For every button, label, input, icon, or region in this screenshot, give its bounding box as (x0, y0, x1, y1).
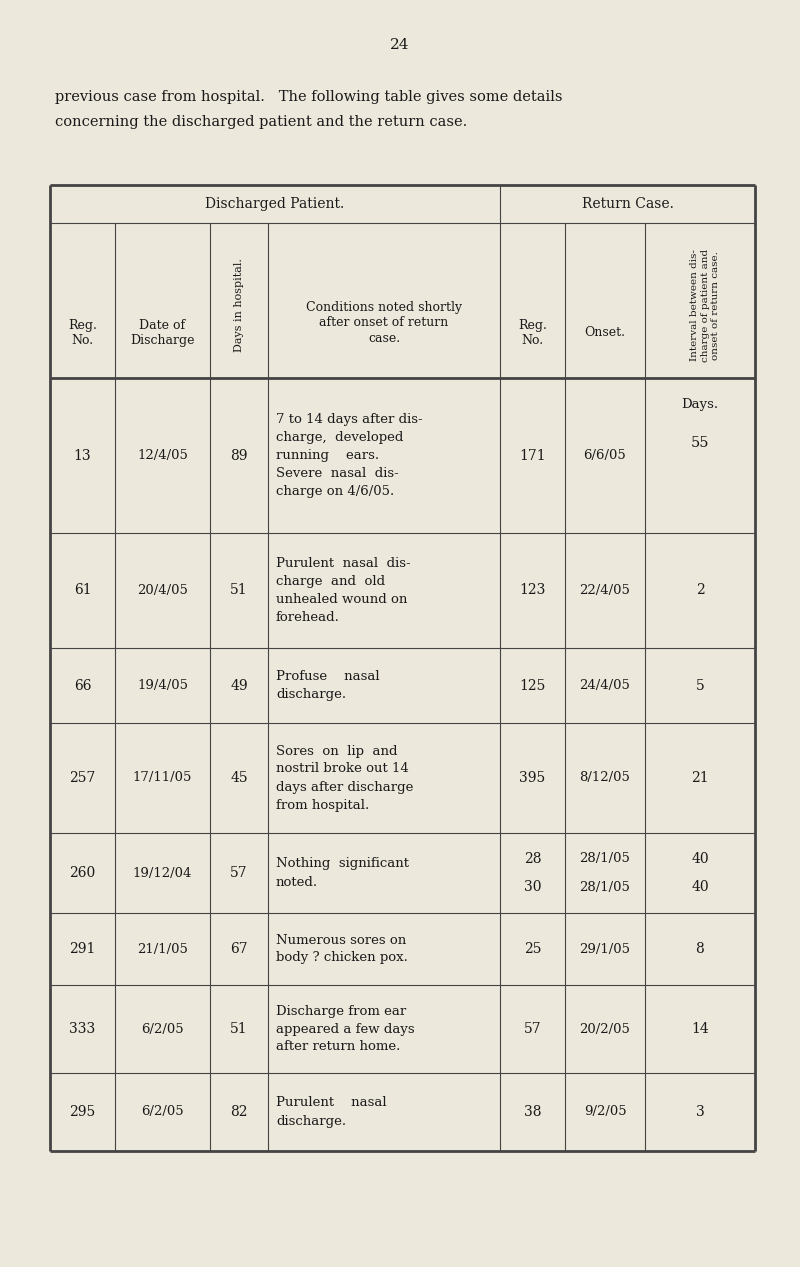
Text: 66: 66 (74, 679, 91, 693)
Text: Discharge from ear
appeared a few days
after return home.: Discharge from ear appeared a few days a… (276, 1005, 414, 1053)
Text: 51: 51 (230, 584, 248, 598)
Text: previous case from hospital.   The following table gives some details: previous case from hospital. The followi… (55, 90, 562, 104)
Text: Days.: Days. (682, 398, 718, 411)
Text: Profuse    nasal
discharge.: Profuse nasal discharge. (276, 670, 380, 701)
Text: 67: 67 (230, 941, 248, 957)
Text: Numerous sores on
body ? chicken pox.: Numerous sores on body ? chicken pox. (276, 934, 408, 964)
Text: 291: 291 (70, 941, 96, 957)
Text: 295: 295 (70, 1105, 96, 1119)
Text: Days in hospital.: Days in hospital. (234, 258, 244, 352)
Text: Date of
Discharge: Date of Discharge (130, 319, 194, 347)
Text: 61: 61 (74, 584, 91, 598)
Text: 12/4/05: 12/4/05 (137, 449, 188, 462)
Text: 21: 21 (691, 772, 709, 786)
Text: 6/2/05: 6/2/05 (141, 1106, 184, 1119)
Text: 51: 51 (230, 1022, 248, 1036)
Text: Discharged Patient.: Discharged Patient. (206, 196, 345, 212)
Text: 171: 171 (519, 449, 546, 462)
Text: 57: 57 (524, 1022, 542, 1036)
Text: 28/1/05: 28/1/05 (579, 853, 630, 865)
Text: Reg.
No.: Reg. No. (518, 319, 547, 347)
Text: 123: 123 (519, 584, 546, 598)
Text: Onset.: Onset. (585, 327, 626, 340)
Text: Purulent  nasal  dis-
charge  and  old
unhealed wound on
forehead.: Purulent nasal dis- charge and old unhea… (276, 557, 410, 625)
Text: 22/4/05: 22/4/05 (579, 584, 630, 597)
Text: 20/2/05: 20/2/05 (579, 1022, 630, 1035)
Text: 40: 40 (691, 851, 709, 865)
Text: 2: 2 (696, 584, 704, 598)
Text: 17/11/05: 17/11/05 (133, 772, 192, 784)
Text: Reg.
No.: Reg. No. (68, 319, 97, 347)
Text: 45: 45 (230, 772, 248, 786)
Text: 38: 38 (524, 1105, 542, 1119)
Text: 6/6/05: 6/6/05 (584, 449, 626, 462)
Text: 8: 8 (696, 941, 704, 957)
Text: 257: 257 (70, 772, 96, 786)
Text: 13: 13 (74, 449, 91, 462)
Text: 20/4/05: 20/4/05 (137, 584, 188, 597)
Text: 24/4/05: 24/4/05 (579, 679, 630, 692)
Text: 28: 28 (524, 851, 542, 865)
Text: 260: 260 (70, 867, 96, 881)
Text: 19/12/04: 19/12/04 (133, 867, 192, 879)
Text: 6/2/05: 6/2/05 (141, 1022, 184, 1035)
Text: 89: 89 (230, 449, 248, 462)
Text: 7 to 14 days after dis-
charge,  developed
running    ears.
Severe  nasal  dis-
: 7 to 14 days after dis- charge, develope… (276, 413, 422, 498)
Text: Nothing  significant
noted.: Nothing significant noted. (276, 858, 409, 888)
Text: 25: 25 (524, 941, 542, 957)
Text: 57: 57 (230, 867, 248, 881)
Text: 49: 49 (230, 679, 248, 693)
Text: 82: 82 (230, 1105, 248, 1119)
Text: 40: 40 (691, 881, 709, 895)
Text: 28/1/05: 28/1/05 (579, 881, 630, 895)
Text: 5: 5 (696, 679, 704, 693)
Text: 3: 3 (696, 1105, 704, 1119)
Text: 125: 125 (519, 679, 546, 693)
Text: 14: 14 (691, 1022, 709, 1036)
Text: Interval between dis-
charge of patient and
onset of return case.: Interval between dis- charge of patient … (690, 248, 720, 362)
Text: Purulent    nasal
discharge.: Purulent nasal discharge. (276, 1096, 386, 1128)
Text: 395: 395 (519, 772, 546, 786)
Text: 9/2/05: 9/2/05 (584, 1106, 626, 1119)
Text: Return Case.: Return Case. (582, 196, 674, 212)
Text: Sores  on  lip  and
nostril broke out 14
days after discharge
from hospital.: Sores on lip and nostril broke out 14 da… (276, 745, 414, 811)
Text: Conditions noted shortly
after onset of return
case.: Conditions noted shortly after onset of … (306, 302, 462, 345)
Text: 55: 55 (690, 436, 710, 450)
Text: 333: 333 (70, 1022, 96, 1036)
Text: 8/12/05: 8/12/05 (579, 772, 630, 784)
Text: 19/4/05: 19/4/05 (137, 679, 188, 692)
Text: concerning the discharged patient and the return case.: concerning the discharged patient and th… (55, 115, 467, 129)
Text: 24: 24 (390, 38, 410, 52)
Text: 21/1/05: 21/1/05 (137, 943, 188, 955)
Text: 29/1/05: 29/1/05 (579, 943, 630, 955)
Text: 30: 30 (524, 881, 542, 895)
